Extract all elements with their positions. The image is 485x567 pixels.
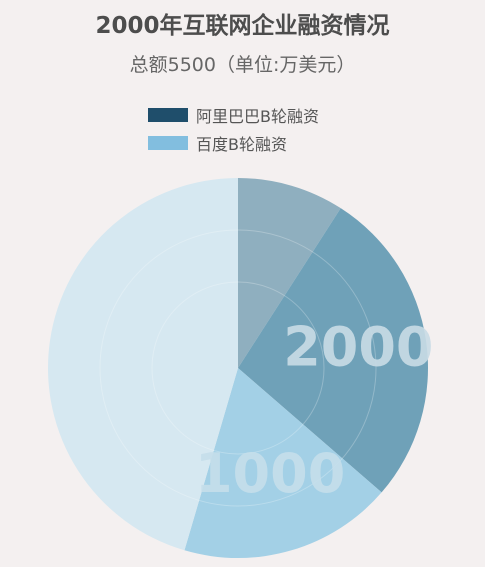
pie-slice-1[interactable] — [238, 178, 341, 368]
legend-item-baidu[interactable]: 百度B轮融资 — [148, 129, 319, 157]
pie-slice-3[interactable] — [184, 368, 382, 558]
chart-subtitle: 总额5500（单位:万美元） — [129, 54, 356, 76]
grid-ring-2 — [99, 229, 377, 507]
legend: 阿里巴巴B轮融资 百度B轮融资 — [148, 101, 319, 157]
legend-label-alibaba: 阿里巴巴B轮融资 — [196, 107, 319, 126]
chart-title: 2000年互联网企业融资情况 — [95, 13, 390, 39]
legend-swatch-baidu — [148, 136, 188, 150]
legend-label-baidu: 百度B轮融资 — [196, 135, 287, 154]
data-label-1: 2000 — [283, 315, 433, 378]
pie-slice-4[interactable] — [48, 178, 239, 551]
legend-swatch-alibaba — [148, 108, 188, 122]
data-label-2: 1000 — [195, 442, 345, 505]
pie-slice-2[interactable] — [238, 208, 428, 493]
legend-item-alibaba[interactable]: 阿里巴巴B轮融资 — [148, 101, 319, 129]
grid-ring-1 — [151, 281, 325, 455]
